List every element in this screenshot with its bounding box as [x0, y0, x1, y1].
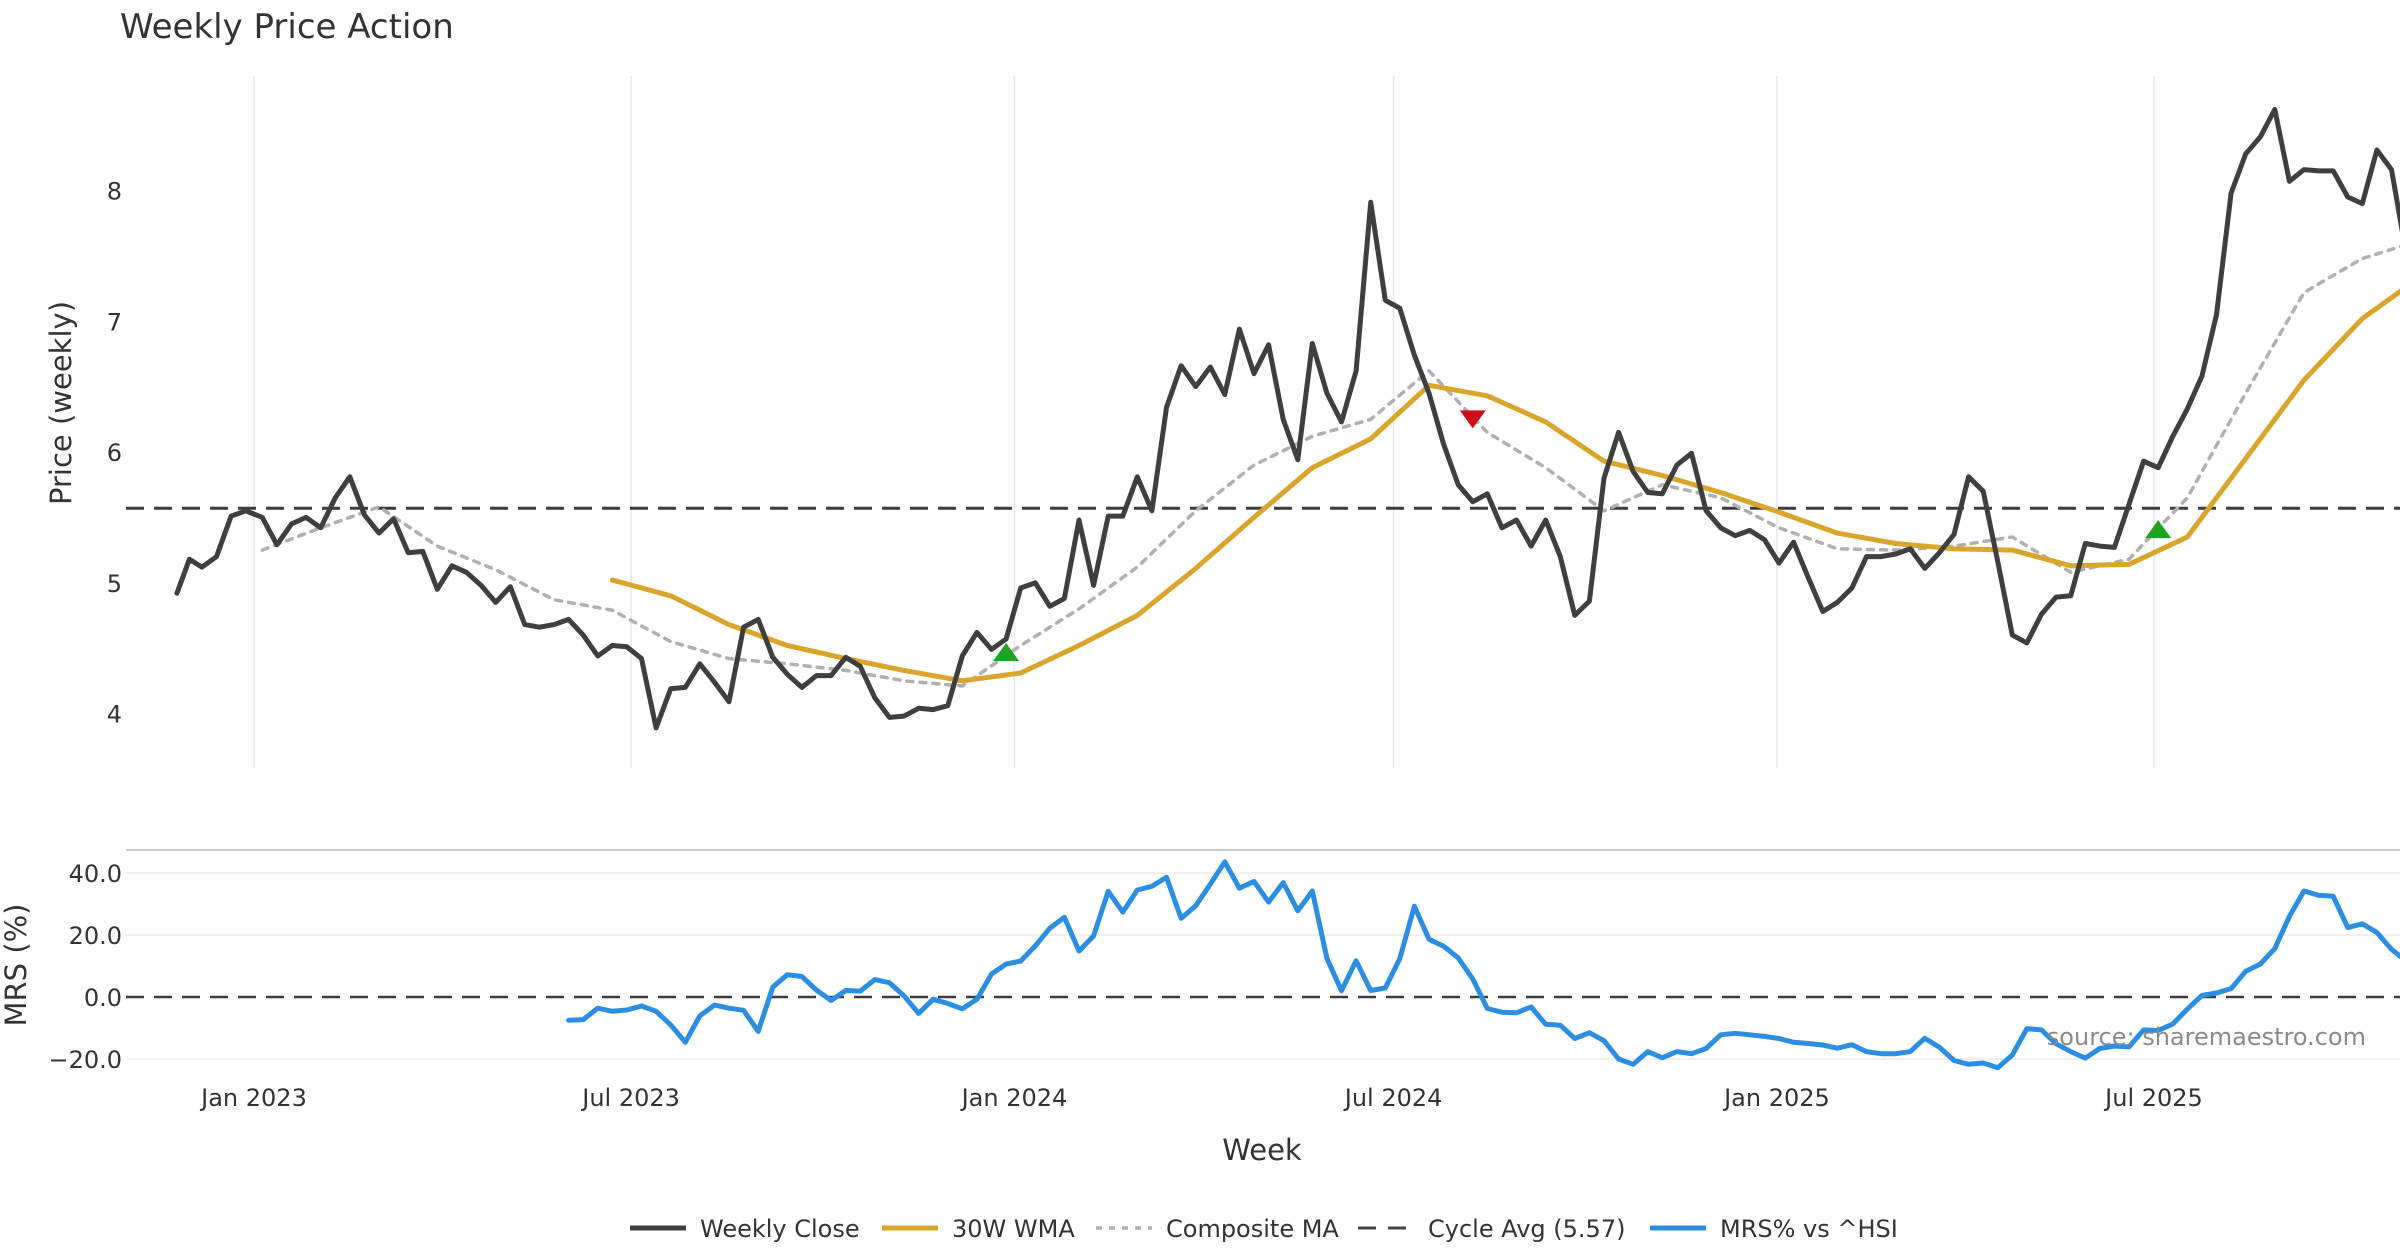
mrs-axis-label: MRS (%) — [0, 904, 33, 1027]
price-y-tick-label: 5 — [107, 570, 122, 598]
x-tick-label: Jan 2024 — [960, 1084, 1068, 1112]
series-line-30w-wma — [609, 288, 2400, 684]
mrs-y-tick-label: 40.0 — [69, 860, 122, 888]
x-tick-label: Jan 2023 — [199, 1084, 307, 1112]
x-axis-label: Week — [1222, 1133, 1302, 1167]
series-line-mrs — [566, 859, 2400, 1071]
legend-label: MRS% vs ^HSI — [1720, 1215, 1898, 1243]
x-tick-label: Jul 2024 — [1343, 1084, 1443, 1112]
x-tick-label: Jul 2023 — [580, 1084, 680, 1112]
mrs-y-tick-label: 0.0 — [84, 984, 122, 1012]
price-y-tick-label: 7 — [107, 308, 122, 336]
legend-label: 30W WMA — [952, 1215, 1075, 1243]
mrs-panel: 40.0 20.0 0.0 −20.0 Jan 2023 Jul 2023 Jan 2024… — [48, 849, 2400, 1112]
series-line-composite-ma — [260, 244, 2400, 688]
legend-label: Cycle Avg (5.57) — [1428, 1215, 1625, 1243]
buy-signal-marker — [993, 643, 1020, 662]
chart-title: Weekly Price Action — [120, 7, 454, 47]
price-y-tick-label: 4 — [107, 701, 122, 729]
legend: Weekly Close 30W WMA Composite MA Cycle Avg… — [630, 1215, 1898, 1243]
price-panel: 4 5 6 7 8 — [107, 76, 2400, 768]
x-tick-label: Jan 2025 — [1722, 1084, 1830, 1112]
legend-label: Weekly Close — [700, 1215, 860, 1243]
legend-label: Composite MA — [1166, 1215, 1339, 1243]
price-y-tick-label: 8 — [107, 178, 122, 206]
buy-signal-marker — [2145, 520, 2172, 539]
source-annotation: source: sharemaestro.com — [2047, 1023, 2366, 1051]
price-axis-label: Price (weekly) — [44, 301, 78, 505]
series-line-weekly-close — [174, 106, 2400, 731]
x-tick-label: Jul 2025 — [2103, 1084, 2203, 1112]
mrs-y-tick-label: −20.0 — [48, 1046, 122, 1074]
mrs-y-tick-label: 20.0 — [69, 922, 122, 950]
price-y-tick-label: 6 — [107, 439, 122, 467]
sell-signal-marker — [1459, 410, 1486, 429]
